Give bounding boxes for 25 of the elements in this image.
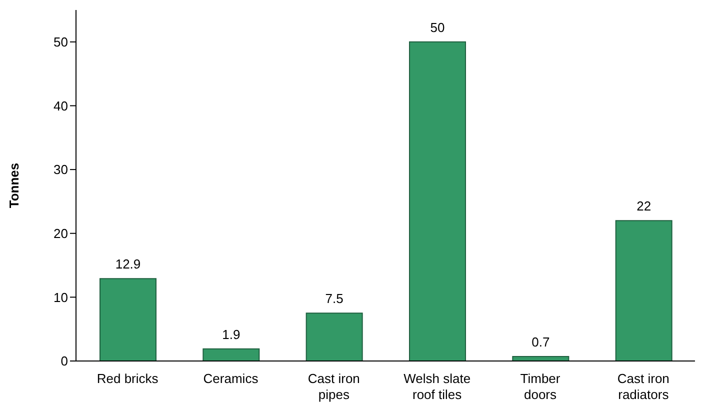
y-tick-label: 20	[54, 226, 68, 241]
y-tick-label: 30	[54, 162, 68, 178]
x-tick-label: Red bricks	[96, 371, 159, 386]
bar	[306, 312, 363, 361]
data-label: 0.7	[532, 334, 550, 350]
y-tick-label: 40	[54, 98, 68, 114]
data-label: 12.9	[115, 256, 141, 272]
bar	[615, 220, 672, 361]
x-tick-label: Cast iron pipes	[308, 371, 360, 402]
y-tick-label: 50	[54, 34, 68, 50]
x-tick-label: Welsh slate roof tiles	[404, 371, 471, 402]
x-tick-label: Cast iron radiators	[617, 371, 670, 402]
x-tick-label: Ceramics	[203, 371, 259, 386]
data-label: 1.9	[222, 326, 240, 342]
bar	[100, 278, 156, 361]
y-tick-label: 10	[54, 290, 68, 305]
x-tick-label: Timber doors	[520, 371, 561, 402]
y-tick-label: 0	[60, 354, 68, 369]
bar	[512, 356, 570, 361]
bar	[409, 41, 466, 361]
data-label: 7.5	[325, 291, 344, 306]
data-label: 50	[430, 20, 445, 35]
data-label: 22	[636, 198, 652, 214]
y-axis-title: Tonnes	[6, 162, 22, 208]
bar	[202, 348, 260, 361]
